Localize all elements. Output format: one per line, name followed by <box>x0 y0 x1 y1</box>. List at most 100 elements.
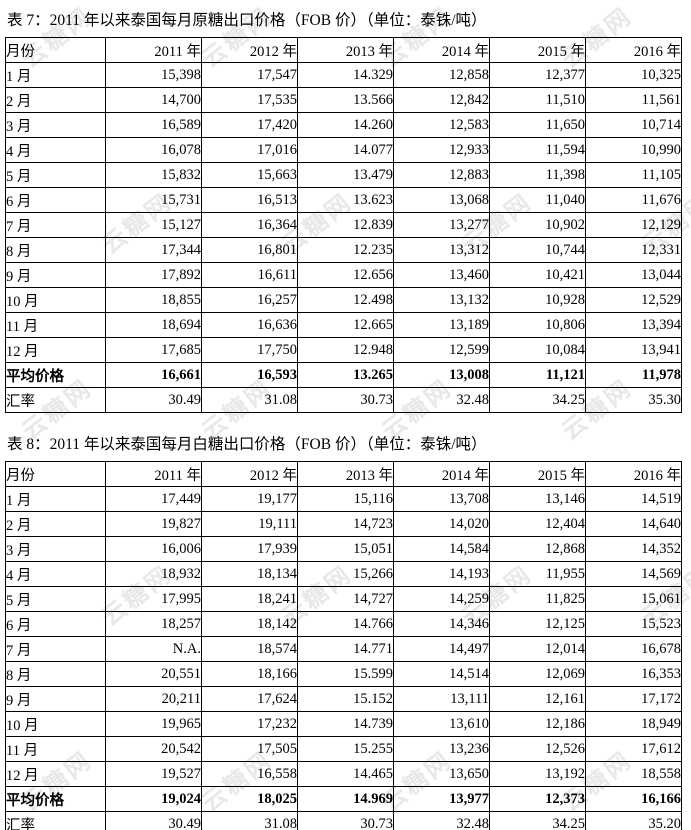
row-label-cell: 2 月 <box>5 87 106 113</box>
header-cell: 2011 年 <box>105 461 202 487</box>
value-cell: 15,051 <box>297 536 394 562</box>
table-row: 6 月 18,257 18,142 14.766 14,346 12,125 15,523 <box>5 611 682 637</box>
table-row: 9 月 17,892 16,611 12.656 13,460 10,421 13,044 <box>5 262 682 288</box>
value-cell: 16,661 <box>105 362 202 388</box>
value-cell: 12.948 <box>297 337 394 363</box>
value-cell: 18,241 <box>201 586 298 612</box>
value-cell: 12,404 <box>489 511 586 537</box>
row-label-cell: 7 月 <box>5 212 106 238</box>
row-label-cell: 汇率 <box>5 387 106 413</box>
value-cell: 32.48 <box>393 811 490 830</box>
value-cell: 11,955 <box>489 561 586 587</box>
value-cell: 12.235 <box>297 237 394 263</box>
value-cell: 31.08 <box>201 811 298 830</box>
value-cell: 17,016 <box>201 137 298 163</box>
value-cell: 11,594 <box>489 137 586 163</box>
value-cell: 35.30 <box>585 387 682 413</box>
value-cell: 16,364 <box>201 212 298 238</box>
value-cell: 13,044 <box>585 262 682 288</box>
value-cell: 12,933 <box>393 137 490 163</box>
value-cell: 12,529 <box>585 287 682 313</box>
value-cell: 12,129 <box>585 212 682 238</box>
table7-title: 表 7：2011 年以来泰国每月原糖出口价格（FOB 价）（单位：泰铢/吨） <box>7 12 487 29</box>
value-cell: 10,806 <box>489 312 586 338</box>
value-cell: 17,547 <box>201 62 298 88</box>
value-cell: 13,277 <box>393 212 490 238</box>
value-cell: 14,640 <box>585 511 682 537</box>
value-cell: 17,232 <box>201 711 298 737</box>
row-label-cell: 9 月 <box>5 686 106 712</box>
value-cell: 12.665 <box>297 312 394 338</box>
value-cell: 34.25 <box>489 811 586 830</box>
value-cell: 12,161 <box>489 686 586 712</box>
value-cell: 14,723 <box>297 511 394 537</box>
value-cell: 17,685 <box>105 337 202 363</box>
value-cell: 11,650 <box>489 112 586 138</box>
value-cell: 18,257 <box>105 611 202 637</box>
value-cell: 12,883 <box>393 162 490 188</box>
value-cell: 11,510 <box>489 87 586 113</box>
value-cell: 20,551 <box>105 661 202 687</box>
value-cell: 17,535 <box>201 87 298 113</box>
value-cell: 12.498 <box>297 287 394 313</box>
header-cell: 2016 年 <box>585 37 682 63</box>
header-cell: 2015 年 <box>489 37 586 63</box>
value-cell: 14,020 <box>393 511 490 537</box>
value-cell: 12,583 <box>393 112 490 138</box>
value-cell: 12,599 <box>393 337 490 363</box>
value-cell: 15,127 <box>105 212 202 238</box>
value-cell: 17,344 <box>105 237 202 263</box>
value-cell: 11,978 <box>585 362 682 388</box>
value-cell: 18,166 <box>201 661 298 687</box>
value-cell: 12,858 <box>393 62 490 88</box>
table-row: 12 月 19,527 16,558 14.465 13,650 13,192 18,558 <box>5 761 682 787</box>
value-cell: 13,650 <box>393 761 490 787</box>
table-row: 3 月 16,006 17,939 15,051 14,584 12,868 14,352 <box>5 536 682 562</box>
value-cell: 19,827 <box>105 511 202 537</box>
value-cell: 19,024 <box>105 786 202 812</box>
table-row: 4 月 18,932 18,134 15,266 14,193 11,955 14,569 <box>5 561 682 587</box>
value-cell: 10,421 <box>489 262 586 288</box>
value-cell: 10,744 <box>489 237 586 263</box>
value-cell: 14,519 <box>585 486 682 512</box>
value-cell: 14.329 <box>297 62 394 88</box>
value-cell: 12,069 <box>489 661 586 687</box>
value-cell: 11,676 <box>585 187 682 213</box>
value-cell: 12,186 <box>489 711 586 737</box>
value-cell: 18,142 <box>201 611 298 637</box>
value-cell: 13,068 <box>393 187 490 213</box>
value-cell: 15,663 <box>201 162 298 188</box>
value-cell: 17,449 <box>105 486 202 512</box>
value-cell: 11,398 <box>489 162 586 188</box>
header-cell: 2016 年 <box>585 461 682 487</box>
value-cell: 14.077 <box>297 137 394 163</box>
value-cell: 13,941 <box>585 337 682 363</box>
value-cell: 16,078 <box>105 137 202 163</box>
header-cell: 2014 年 <box>393 37 490 63</box>
value-cell: 16,801 <box>201 237 298 263</box>
value-cell: 19,527 <box>105 761 202 787</box>
table-row: 7 月 N.A. 18,574 14.771 14,497 12,014 16,678 <box>5 636 682 662</box>
row-label-cell: 12 月 <box>5 337 106 363</box>
value-cell: 16,593 <box>201 362 298 388</box>
row-label-cell: 11 月 <box>5 312 106 338</box>
value-cell: 13.623 <box>297 187 394 213</box>
value-cell: 13,008 <box>393 362 490 388</box>
value-cell: 15,266 <box>297 561 394 587</box>
value-cell: 14.739 <box>297 711 394 737</box>
value-cell: 16,353 <box>585 661 682 687</box>
table-row: 10 月 19,965 17,232 14.739 13,610 12,186 18,949 <box>5 711 682 737</box>
value-cell: 16,589 <box>105 112 202 138</box>
table-row: 11 月 18,694 16,636 12.665 13,189 10,806 13,394 <box>5 312 682 338</box>
value-cell: 12.839 <box>297 212 394 238</box>
value-cell: 17,172 <box>585 686 682 712</box>
row-label-cell: 4 月 <box>5 137 106 163</box>
value-cell: 31.08 <box>201 387 298 413</box>
row-label-cell: 4 月 <box>5 561 106 587</box>
value-cell: 12,842 <box>393 87 490 113</box>
value-cell: 11,825 <box>489 586 586 612</box>
